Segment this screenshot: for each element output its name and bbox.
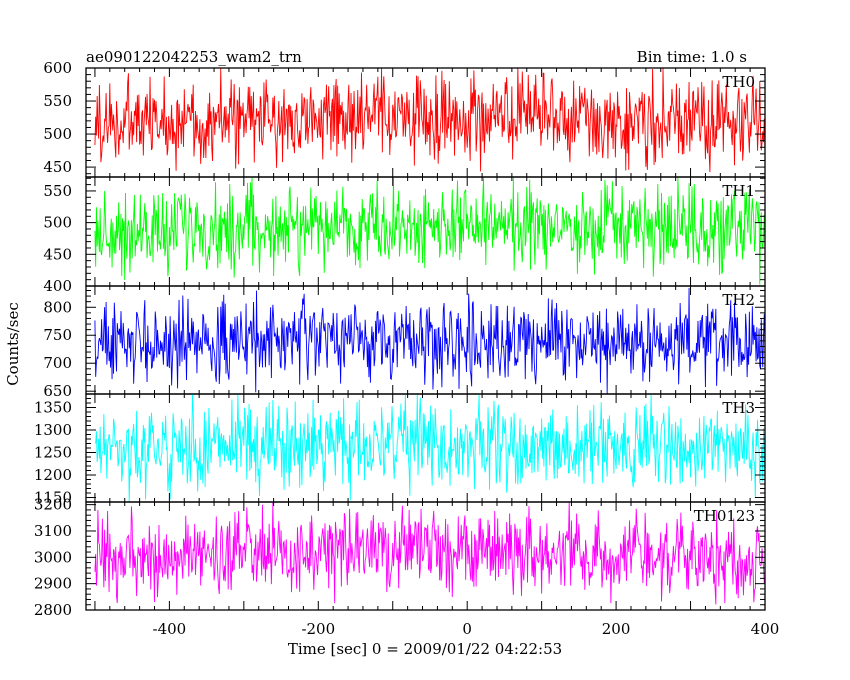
series-line-th2 xyxy=(94,287,766,394)
x-axis: -400 -200 0 200 400 xyxy=(153,620,780,638)
panel-th3: 1150 1200 1250 1300 1350 TH3 xyxy=(34,393,766,507)
y-tick-label: 700 xyxy=(43,354,72,372)
x-tick-label: -400 xyxy=(153,620,187,638)
panel-name-th0: TH0 xyxy=(722,73,755,91)
series-line-th1 xyxy=(94,176,766,285)
series-line-th3 xyxy=(94,393,766,503)
panel-name-th0123: TH0123 xyxy=(694,507,755,525)
x-tick-label: 200 xyxy=(602,620,631,638)
y-tick-label: 550 xyxy=(43,92,72,110)
panels: 450 500 550 600 TH0 400 450 500 550 TH1 650 700 750 8… xyxy=(34,59,766,619)
y-tick-label: 500 xyxy=(43,214,72,232)
panel-name-th3: TH3 xyxy=(722,399,755,417)
panel-th2: 650 700 750 800 TH2 xyxy=(43,285,766,400)
x-axis-label: Time [sec] 0 = 2009/01/22 04:22:53 xyxy=(288,640,562,658)
panel-name-th2: TH2 xyxy=(722,291,755,309)
x-tick-label: 0 xyxy=(462,620,472,638)
y-tick-label: 800 xyxy=(43,298,72,316)
y-tick-label: 450 xyxy=(43,245,72,263)
series-line-th0 xyxy=(94,67,766,173)
y-tick-label: 600 xyxy=(43,59,72,77)
series-line-th0123 xyxy=(94,501,766,605)
y-tick-label: 750 xyxy=(43,326,72,344)
y-tick-label: 400 xyxy=(43,277,72,295)
y-tick-label: 1150 xyxy=(34,489,72,507)
panel-frame xyxy=(85,393,766,503)
y-tick-label: 3100 xyxy=(34,522,72,540)
y-tick-label: 1250 xyxy=(34,444,72,462)
panel-th0123: 2800 2900 3000 3100 3200 TH0123 xyxy=(34,496,766,619)
y-tick-label: 1350 xyxy=(34,399,72,417)
panel-frame xyxy=(85,501,766,611)
y-tick-label: 3000 xyxy=(34,548,72,566)
y-tick-label: 2800 xyxy=(34,601,72,619)
y-tick-label: 550 xyxy=(43,182,72,200)
y-tick-label: 1200 xyxy=(34,466,72,484)
chart-subtitle: Bin time: 1.0 s xyxy=(637,48,747,66)
panel-name-th1: TH1 xyxy=(722,182,755,200)
panel-th1: 400 450 500 550 TH1 xyxy=(43,176,766,295)
chart-title: ae090122042253_wam2_trn xyxy=(86,48,302,66)
y-tick-label: 650 xyxy=(43,382,72,400)
y-axis-label: Counts/sec xyxy=(4,302,22,386)
y-tick-label: 3200 xyxy=(34,496,72,514)
y-tick-label: 2900 xyxy=(34,575,72,593)
x-tick-label: -200 xyxy=(301,620,335,638)
y-tick-label: 450 xyxy=(43,158,72,176)
x-tick-label: 400 xyxy=(751,620,780,638)
y-tick-label: 500 xyxy=(43,125,72,143)
y-tick-label: 1300 xyxy=(34,421,72,439)
panel-th0: 450 500 550 600 TH0 xyxy=(43,59,766,178)
